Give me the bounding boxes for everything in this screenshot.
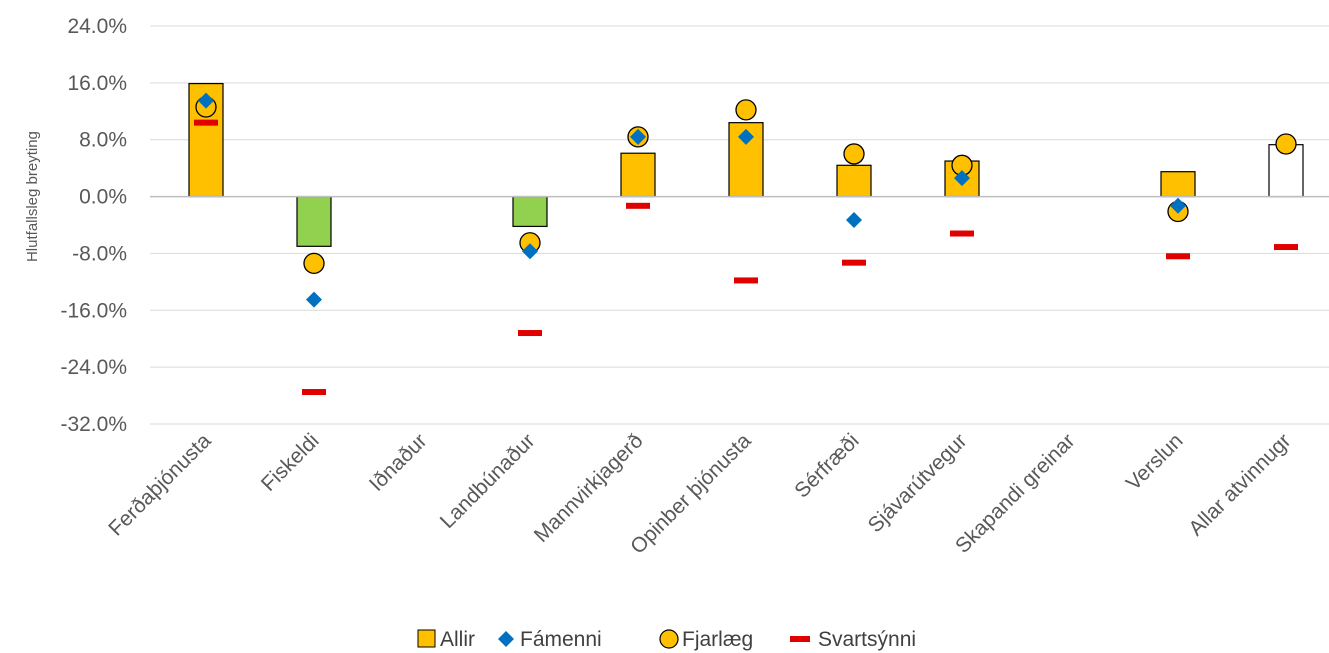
legend-swatch-famenni: [498, 631, 514, 647]
bar-allir: [296, 195, 332, 247]
series-svartsynni: [194, 119, 1298, 396]
dash-svartsynni: [194, 119, 218, 126]
dash-svartsynni: [734, 277, 758, 284]
legend-label-allir: Allir: [440, 628, 475, 651]
legend: Allir Fámenni Fjarlæg Svartsýnni: [417, 628, 916, 651]
point-famenni: [522, 243, 538, 260]
dash-svartsynni: [302, 389, 326, 396]
x-category-label: Mannvirkjagerð: [530, 429, 648, 547]
y-tick-label: 8.0%: [79, 129, 127, 152]
legend-label-fjarlaeg: Fjarlæg: [682, 628, 753, 651]
x-category-label: Sjávarútvegur: [864, 429, 972, 537]
point-fjarlaeg: [1275, 133, 1297, 155]
x-axis-categories: Ferðaþjónusta Fiskeldi Iðnaður LandbúnaðurM…: [104, 429, 1295, 559]
y-tick-label: -32.0%: [60, 413, 127, 436]
bar-allir: [512, 195, 548, 228]
y-axis-ticks: 24.0% 16.0% 8.0% 0.0% -8.0% -16.0% -24.0% -32.0…: [60, 15, 127, 436]
legend-label-svartsynni: Svartsýnni: [818, 628, 916, 651]
y-tick-label: -24.0%: [60, 356, 127, 379]
y-tick-label: 0.0%: [79, 186, 127, 209]
y-axis-label: Hlutfallsleg breyting: [24, 131, 41, 262]
legend-swatch-fjarlaeg: [659, 629, 679, 649]
bar-allir: [836, 164, 872, 198]
point-fjarlaeg: [303, 252, 325, 275]
dash-svartsynni: [842, 259, 866, 266]
point-fjarlaeg: [735, 99, 757, 121]
x-category-label: Opinber þjónusta: [626, 429, 756, 559]
x-category-label: Verslun: [1122, 429, 1188, 495]
point-famenni: [306, 291, 322, 308]
x-category-label: Skapandi greinar: [951, 429, 1080, 558]
x-category-label: Landbúnaður: [436, 429, 540, 533]
point-fjarlaeg: [843, 143, 865, 165]
point-famenni: [738, 128, 754, 145]
legend-label-famenni: Fámenni: [520, 628, 602, 651]
dash-svartsynni: [950, 230, 974, 237]
point-famenni: [198, 92, 214, 109]
dash-svartsynni: [1166, 253, 1190, 260]
point-famenni: [1170, 197, 1186, 214]
x-category-label: Iðnaður: [365, 429, 432, 496]
y-tick-label: -8.0%: [72, 242, 127, 265]
point-famenni: [630, 128, 646, 145]
dash-svartsynni: [1274, 244, 1298, 251]
x-category-label: Allar atvinnugr: [1184, 429, 1295, 540]
dash-svartsynni: [518, 330, 542, 337]
x-category-label: Ferðaþjónusta: [104, 429, 215, 540]
y-tick-label: 24.0%: [67, 15, 127, 38]
legend-swatch-allir: [417, 629, 436, 648]
x-category-label: Fiskeldi: [257, 429, 324, 496]
series-famenni: [198, 92, 1186, 308]
point-famenni: [846, 212, 862, 229]
y-tick-label: 16.0%: [67, 72, 127, 95]
dash-svartsynni: [626, 202, 650, 209]
y-tick-label: -16.0%: [60, 299, 127, 322]
x-category-label: Sérfræði: [790, 429, 863, 502]
bar-allir: [1160, 171, 1196, 198]
legend-swatch-svartsynni: [790, 636, 810, 642]
point-famenni: [954, 170, 970, 187]
bar-allir: [620, 152, 656, 198]
